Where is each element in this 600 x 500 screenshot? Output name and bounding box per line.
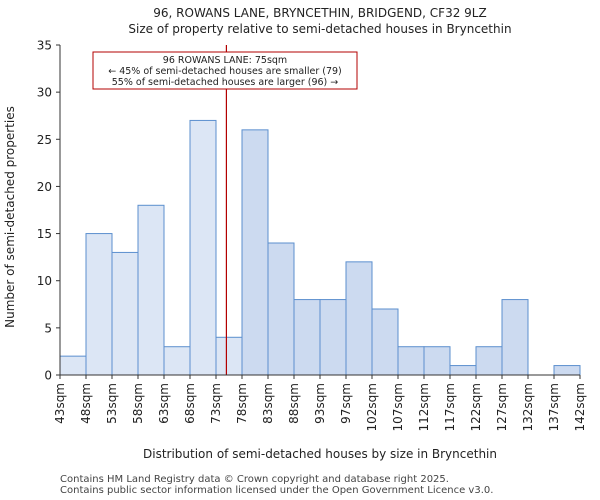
- y-tick-label-5: 5: [44, 321, 52, 335]
- y-tick-label-35: 35: [37, 39, 52, 53]
- bar-78sqm: [241, 129, 269, 376]
- footer-line2: Contains public sector information licen…: [60, 485, 494, 496]
- x-tick-label-68sqm: 68sqm: [183, 383, 197, 424]
- bar-88sqm: [293, 299, 321, 376]
- annotation-line2: ← 45% of semi-detached houses are smalle…: [108, 66, 342, 77]
- x-tick-label-137sqm: 137sqm: [547, 383, 561, 431]
- bar-137sqm: [553, 365, 581, 376]
- bar-102sqm: [371, 308, 399, 376]
- y-ticks: 0 5 10 15 20 25 30 35: [37, 39, 60, 383]
- x-tick-label-97sqm: 97sqm: [339, 383, 353, 424]
- y-tick-label-10: 10: [37, 274, 52, 288]
- bar-107sqm: [397, 346, 425, 376]
- x-tick-label-43sqm: 43sqm: [53, 383, 67, 424]
- x-axis-label: Distribution of semi-detached houses by …: [143, 447, 497, 461]
- bar-63sqm: [163, 346, 191, 376]
- y-tick-label-0: 0: [44, 369, 52, 383]
- bar-53sqm: [111, 251, 139, 376]
- x-tick-label-122sqm: 122sqm: [469, 383, 483, 431]
- x-tick-label-78sqm: 78sqm: [235, 383, 249, 424]
- bar-48sqm: [85, 233, 113, 376]
- y-tick-label-20: 20: [37, 180, 52, 194]
- bars: [59, 119, 581, 376]
- bar-117sqm: [449, 365, 477, 376]
- x-tick-label-132sqm: 132sqm: [521, 383, 535, 431]
- bar-43sqm: [59, 355, 87, 376]
- chart-svg: 96, ROWANS LANE, BRYNCETHIN, BRIDGEND, C…: [3, 6, 587, 461]
- x-tick-label-102sqm: 102sqm: [365, 383, 379, 431]
- bar-122sqm: [475, 346, 503, 376]
- y-tick-label-25: 25: [37, 133, 52, 147]
- x-tick-label-112sqm: 112sqm: [417, 383, 431, 431]
- bar-68sqm: [189, 119, 217, 376]
- y-tick-label-30: 30: [37, 86, 52, 100]
- x-tick-label-63sqm: 63sqm: [157, 383, 171, 424]
- x-tick-label-107sqm: 107sqm: [391, 383, 405, 431]
- bar-112sqm: [423, 346, 451, 376]
- x-tick-label-48sqm: 48sqm: [79, 383, 93, 424]
- x-tick-label-58sqm: 58sqm: [131, 383, 145, 424]
- x-tick-label-117sqm: 117sqm: [443, 383, 457, 431]
- x-tick-label-83sqm: 83sqm: [261, 383, 275, 424]
- bar-93sqm: [319, 299, 347, 376]
- chart-title-line2: Size of property relative to semi-detach…: [128, 22, 511, 36]
- footer-line1: Contains HM Land Registry data © Crown c…: [60, 474, 449, 485]
- bar-73sqm: [215, 336, 243, 376]
- x-tick-label-73sqm: 73sqm: [209, 383, 223, 424]
- x-tick-label-88sqm: 88sqm: [287, 383, 301, 424]
- x-ticks: 43sqm 48sqm 53sqm 58sqm 63sqm 68sqm 73sqm 78sqm…: [53, 375, 587, 431]
- bar-58sqm: [137, 204, 165, 376]
- chart-title-line1: 96, ROWANS LANE, BRYNCETHIN, BRIDGEND, C…: [153, 6, 486, 20]
- annotation-line3: 55% of semi-detached houses are larger (…: [112, 77, 339, 88]
- y-tick-label-15: 15: [37, 227, 52, 241]
- x-tick-label-142sqm: 142sqm: [573, 383, 587, 431]
- x-tick-label-127sqm: 127sqm: [495, 383, 509, 431]
- bar-97sqm: [345, 261, 373, 376]
- annotation-frame: [92, 51, 358, 90]
- annotation-line1: 96 ROWANS LANE: 75sqm: [163, 55, 287, 66]
- y-axis-label: Number of semi-detached properties: [3, 106, 17, 328]
- x-tick-label-53sqm: 53sqm: [105, 383, 119, 424]
- bar-83sqm: [267, 242, 295, 376]
- x-tick-label-93sqm: 93sqm: [313, 383, 327, 424]
- bar-127sqm: [501, 299, 529, 376]
- annotation-box: 96 ROWANS LANE: 75sqm ← 45% of semi-deta…: [92, 51, 358, 90]
